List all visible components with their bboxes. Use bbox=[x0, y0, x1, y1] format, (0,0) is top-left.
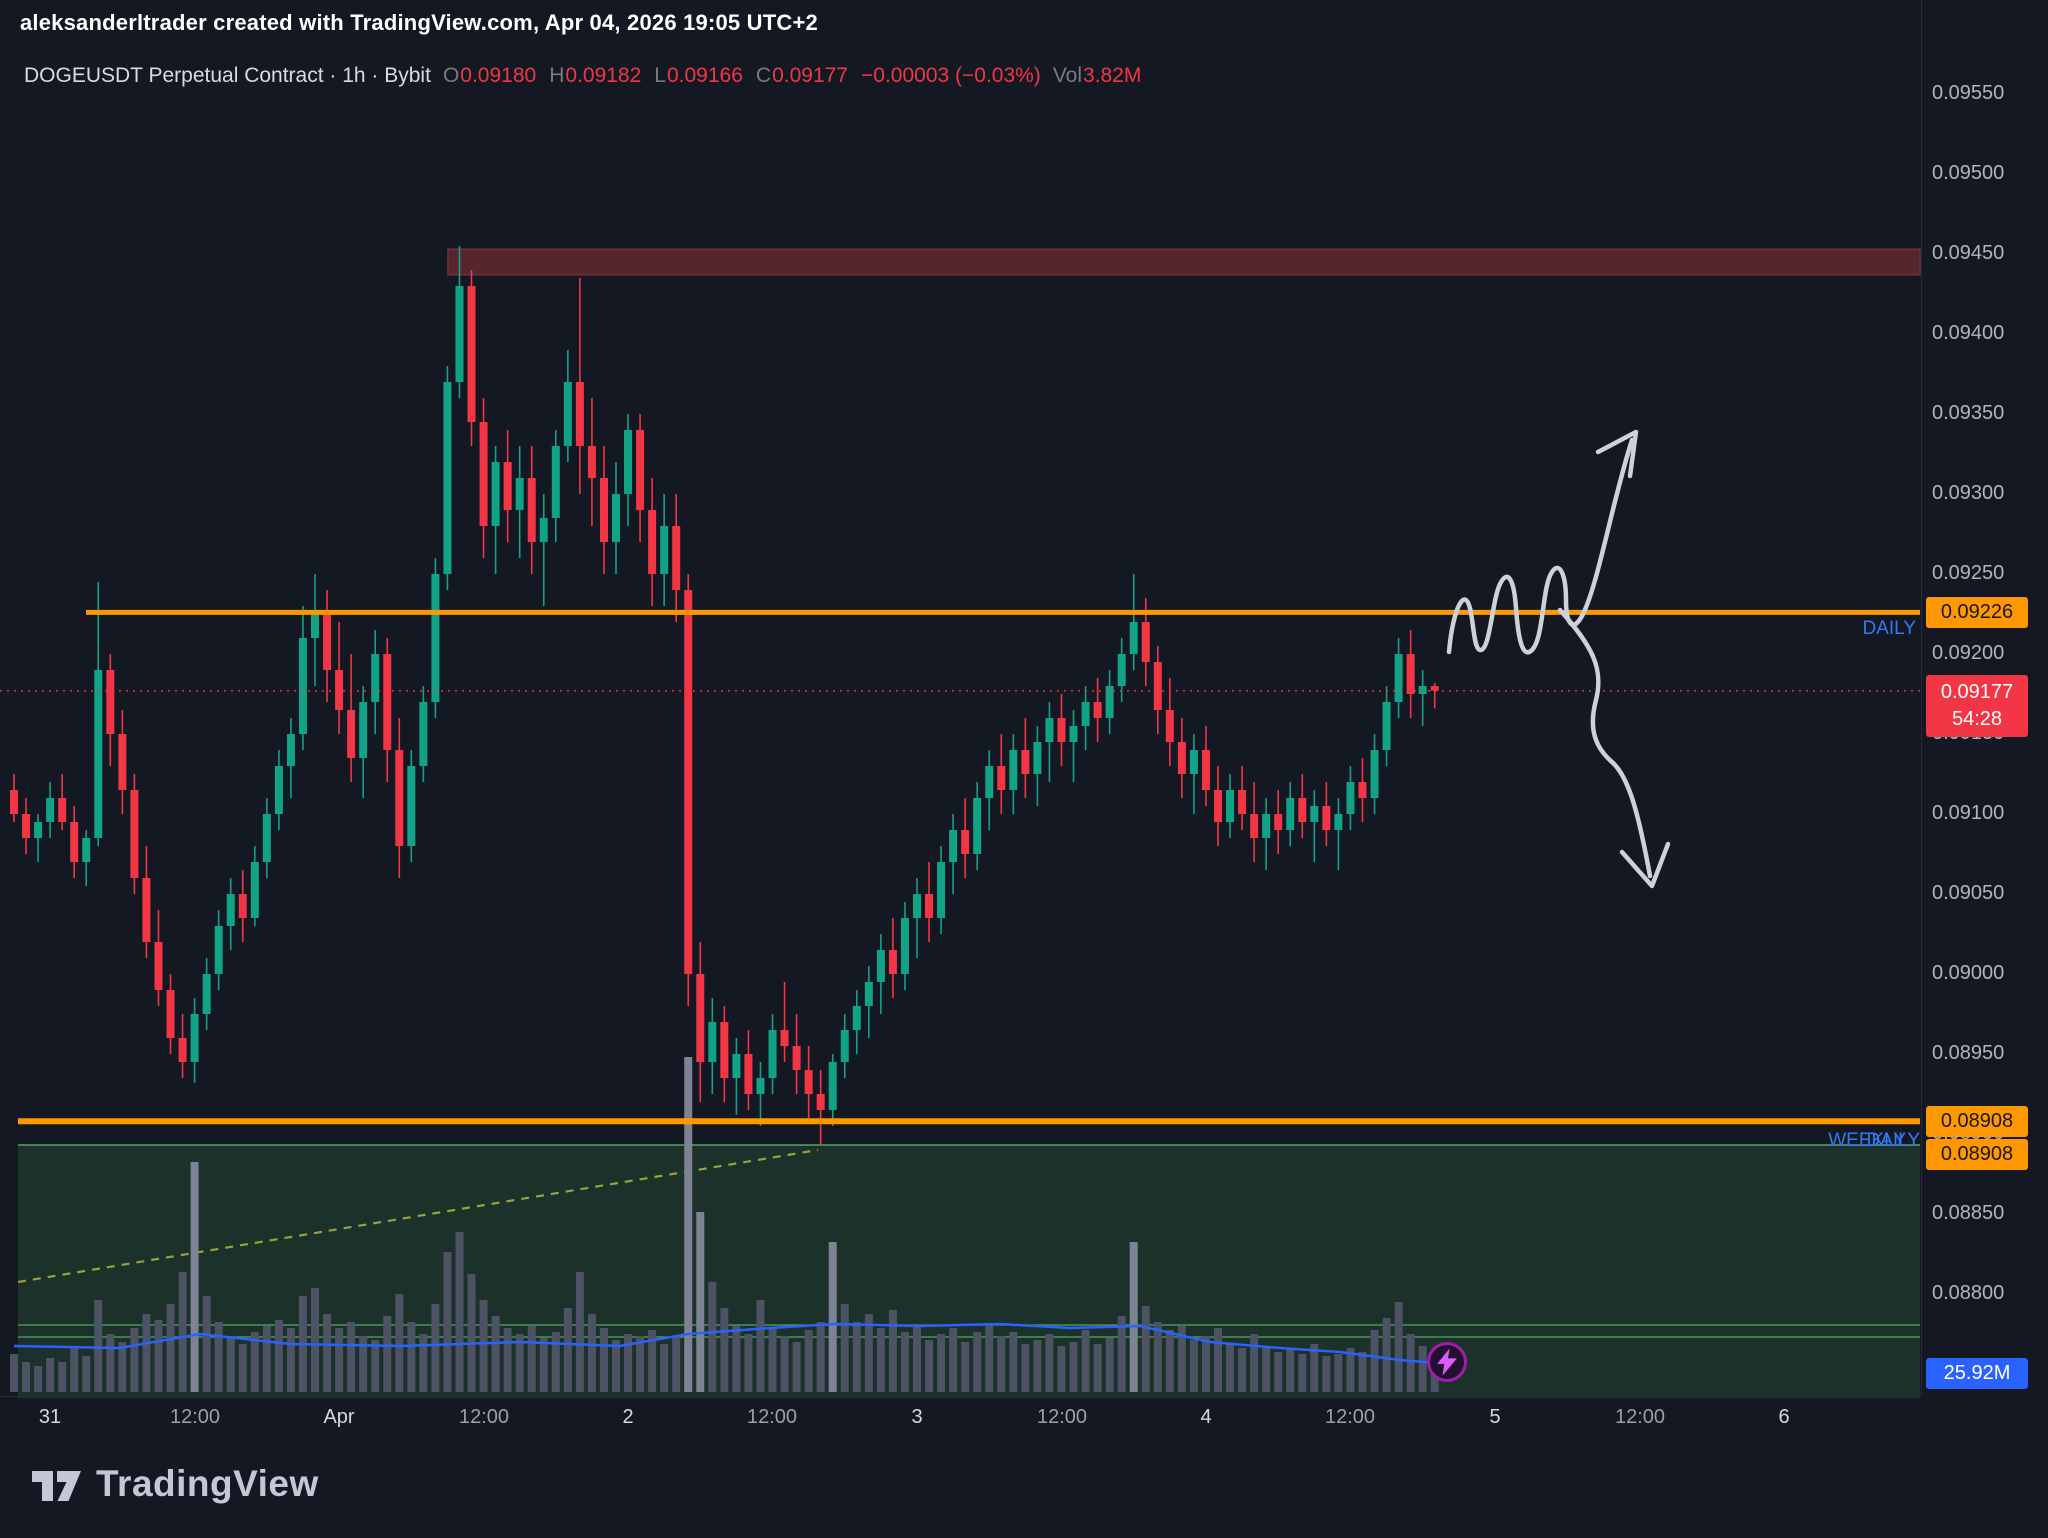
change-value: −0.00003 (−0.03%) bbox=[861, 64, 1041, 87]
price-tick: 0.09250 bbox=[1932, 562, 2005, 584]
volume-label: Vol bbox=[1052, 64, 1083, 87]
price-tick: 0.09100 bbox=[1932, 802, 2005, 824]
drawn-arrow-up-head[interactable] bbox=[1595, 429, 1639, 479]
volume-value-label: 25.92M bbox=[1926, 1358, 2028, 1389]
drawn-arrow-down-head[interactable] bbox=[1619, 841, 1671, 889]
level-price-label-weekly: 0.08908 bbox=[1926, 1106, 2028, 1138]
drawn-arrow-down[interactable] bbox=[1557, 607, 1653, 879]
time-tick: 3 bbox=[911, 1406, 923, 1428]
volume-bars bbox=[10, 1057, 1439, 1392]
time-tick: 12:00 bbox=[1036, 1406, 1088, 1428]
lightning-icon bbox=[1437, 1348, 1457, 1376]
boost-icon[interactable] bbox=[1427, 1342, 1467, 1382]
price-tick: 0.09350 bbox=[1932, 402, 2005, 424]
high-value: 0.09182 bbox=[565, 64, 642, 87]
price-axis[interactable]: 0.09550 0.09500 0.09450 0.09400 0.09350 0.093… bbox=[1921, 0, 2048, 1396]
drawn-arrow-up[interactable] bbox=[1446, 437, 1635, 655]
price-tick: 0.09000 bbox=[1932, 962, 2005, 984]
time-tick: Apr bbox=[323, 1406, 355, 1428]
time-tick: 4 bbox=[1200, 1406, 1212, 1428]
time-tick: 12:00 bbox=[169, 1406, 221, 1428]
attribution-bar: aleksanderltrader created with TradingVi… bbox=[20, 10, 818, 36]
price-tick: 0.08950 bbox=[1932, 1042, 2005, 1064]
volume-ma-line bbox=[13, 1322, 1448, 1366]
price-tick: 0.09450 bbox=[1932, 242, 2005, 264]
level-price-label-daily: 0.09226 bbox=[1926, 597, 2028, 629]
time-tick: 12:00 bbox=[458, 1406, 510, 1428]
low-value: 0.09166 bbox=[666, 64, 743, 87]
time-tick: 2 bbox=[622, 1406, 634, 1428]
tradingview-logo[interactable]: TradingView bbox=[30, 1462, 319, 1506]
close-label: C bbox=[755, 64, 772, 87]
time-tick: 31 bbox=[38, 1406, 62, 1428]
tradingview-logo-text: TradingView bbox=[96, 1463, 319, 1504]
open-label: O bbox=[442, 64, 460, 87]
time-axis[interactable]: 31 12:00 Apr 12:00 2 12:00 3 12:00 4 12:00 5 12:00 6 bbox=[0, 1396, 1921, 1445]
price-tick: 0.09300 bbox=[1932, 482, 2005, 504]
daily-level-tag-lower: DAILY bbox=[1866, 1130, 1920, 1151]
price-tick: 0.09200 bbox=[1932, 642, 2005, 664]
symbol-title[interactable]: DOGEUSDT Perpetual Contract · 1h · Bybit bbox=[24, 64, 431, 87]
chart-legend[interactable]: DOGEUSDT Perpetual Contract · 1h · Bybit… bbox=[24, 64, 1142, 88]
weekly-level-tag: WEEKLY bbox=[1828, 1130, 1906, 1151]
low-label: L bbox=[654, 64, 666, 87]
price-tick: 0.08850 bbox=[1932, 1202, 2005, 1224]
daily-level-tag: DAILY bbox=[1862, 618, 1916, 639]
time-tick: 12:00 bbox=[1324, 1406, 1376, 1428]
price-tick: 0.09050 bbox=[1932, 882, 2005, 904]
time-tick: 6 bbox=[1778, 1406, 1790, 1428]
current-price-label: 0.09177 54:28 bbox=[1926, 674, 2028, 737]
volume-value: 3.82M bbox=[1083, 64, 1142, 87]
time-tick: 12:00 bbox=[746, 1406, 798, 1428]
price-tick: 0.08800 bbox=[1932, 1282, 2005, 1304]
time-tick: 12:00 bbox=[1614, 1406, 1666, 1428]
level-price-label-daily-lower: 0.08908 bbox=[1926, 1139, 2028, 1171]
open-value: 0.09180 bbox=[460, 64, 537, 87]
resistance-zone[interactable] bbox=[447, 248, 1921, 276]
attribution-text: aleksanderltrader created with TradingVi… bbox=[20, 10, 818, 35]
price-tick: 0.09400 bbox=[1932, 322, 2005, 344]
price-tick: 0.09500 bbox=[1932, 162, 2005, 184]
tradingview-logo-icon bbox=[32, 1471, 81, 1501]
high-label: H bbox=[549, 64, 565, 87]
price-tick: 0.09550 bbox=[1932, 82, 2005, 104]
candles-series bbox=[10, 246, 1439, 1146]
close-value: 0.09177 bbox=[772, 64, 848, 87]
time-tick: 5 bbox=[1489, 1406, 1501, 1428]
